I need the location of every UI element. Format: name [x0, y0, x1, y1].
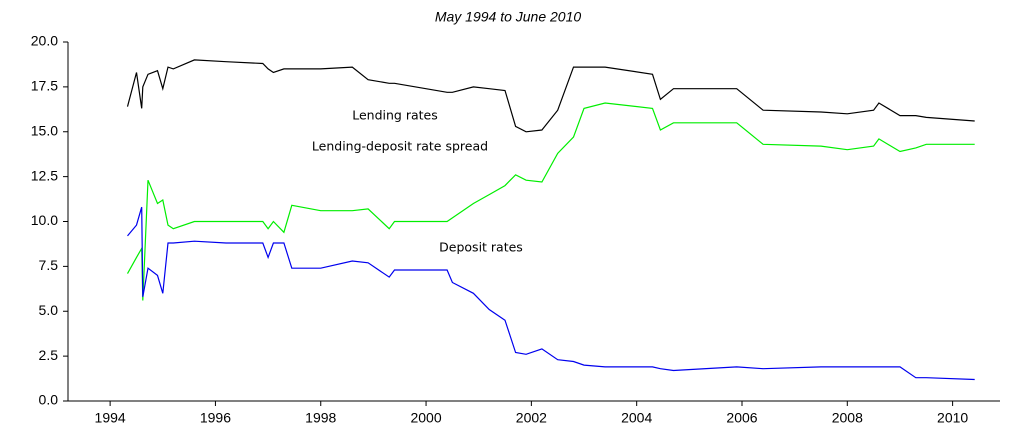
- x-tick-label: 2006: [726, 410, 757, 426]
- line-series: [127, 206, 975, 381]
- y-tick-label: 20.0: [31, 33, 58, 49]
- x-tick-label: 2008: [832, 410, 863, 426]
- series-label: Deposit rates: [439, 240, 523, 255]
- y-tick-label: 5.0: [39, 302, 59, 318]
- x-tick-label: 1994: [95, 410, 126, 426]
- y-tick-label: 10.0: [31, 212, 58, 228]
- x-tick-label: 1998: [305, 410, 336, 426]
- y-tick-label: 7.5: [39, 257, 59, 273]
- x-tick-label: 1996: [200, 410, 231, 426]
- y-tick-label: 12.5: [31, 167, 58, 183]
- series-label: Lending-deposit rate spread: [312, 139, 488, 154]
- line-series: [126, 59, 975, 133]
- series-label: Lending rates: [352, 108, 438, 123]
- y-tick-label: 17.5: [31, 78, 58, 94]
- y-tick-label: 2.5: [39, 347, 59, 363]
- x-tick-label: 2002: [516, 410, 547, 426]
- y-tick-label: 0.0: [39, 392, 59, 408]
- x-tick-label: 2000: [410, 410, 441, 426]
- y-tick-label: 15.0: [31, 122, 58, 138]
- chart-title: May 1994 to June 2010: [435, 9, 582, 25]
- x-tick-label: 2010: [937, 410, 968, 426]
- x-tick-label: 2004: [621, 410, 652, 426]
- line-series: [126, 102, 975, 301]
